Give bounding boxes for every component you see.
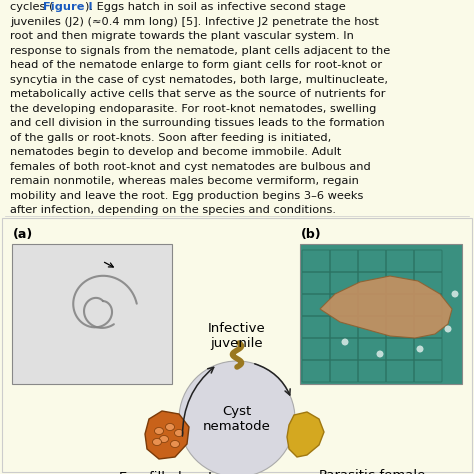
- Ellipse shape: [171, 440, 180, 447]
- Circle shape: [452, 291, 458, 298]
- FancyBboxPatch shape: [12, 244, 172, 384]
- Text: the developing endoparasite. For root-knot nematodes, swelling: the developing endoparasite. For root-kn…: [10, 103, 376, 113]
- Text: females of both root-knot and cyst nematodes are bulbous and: females of both root-knot and cyst nemat…: [10, 162, 371, 172]
- Text: ). Eggs hatch in soil as infective second stage: ). Eggs hatch in soil as infective secon…: [85, 2, 346, 12]
- Text: root and then migrate towards the plant vascular system. In: root and then migrate towards the plant …: [10, 31, 354, 41]
- Text: response to signals from the nematode, plant cells adjacent to the: response to signals from the nematode, p…: [10, 46, 390, 55]
- Text: head of the nematode enlarge to form giant cells for root-knot or: head of the nematode enlarge to form gia…: [10, 60, 382, 70]
- Text: of the galls or root-knots. Soon after feeding is initiated,: of the galls or root-knots. Soon after f…: [10, 133, 331, 143]
- Ellipse shape: [153, 438, 162, 446]
- Text: and cell division in the surrounding tissues leads to the formation: and cell division in the surrounding tis…: [10, 118, 385, 128]
- Text: Figure I: Figure I: [43, 2, 92, 12]
- Ellipse shape: [155, 428, 164, 435]
- Circle shape: [179, 361, 295, 474]
- Circle shape: [341, 338, 348, 346]
- Text: syncytia in the case of cyst nematodes, both large, multinucleate,: syncytia in the case of cyst nematodes, …: [10, 74, 388, 84]
- Text: (a): (a): [13, 228, 33, 241]
- Text: metabolically active cells that serve as the source of nutrients for: metabolically active cells that serve as…: [10, 89, 385, 99]
- Text: remain nonmotile, whereas males become vermiform, regain: remain nonmotile, whereas males become v…: [10, 176, 359, 186]
- Polygon shape: [320, 276, 452, 338]
- Text: Parasitic female: Parasitic female: [319, 469, 425, 474]
- Text: juvenile: juvenile: [210, 337, 264, 349]
- Text: juveniles (J2) (≈0.4 mm long) [5]. Infective J2 penetrate the host: juveniles (J2) (≈0.4 mm long) [5]. Infec…: [10, 17, 379, 27]
- Text: Cyst: Cyst: [222, 404, 252, 418]
- FancyBboxPatch shape: [2, 218, 472, 472]
- Ellipse shape: [159, 436, 168, 443]
- Text: after infection, depending on the species and conditions.: after infection, depending on the specie…: [10, 205, 336, 215]
- Text: Infective: Infective: [208, 322, 266, 336]
- Ellipse shape: [174, 429, 183, 437]
- Ellipse shape: [165, 423, 174, 430]
- Text: mobility and leave the root. Egg production begins 3–6 weeks: mobility and leave the root. Egg product…: [10, 191, 364, 201]
- Polygon shape: [287, 412, 324, 457]
- Text: nematodes begin to develop and become immobile. Adult: nematodes begin to develop and become im…: [10, 147, 341, 157]
- Circle shape: [417, 346, 423, 353]
- Circle shape: [376, 350, 383, 357]
- Text: nematode: nematode: [203, 420, 271, 434]
- Text: (b): (b): [301, 228, 322, 241]
- Polygon shape: [145, 411, 189, 459]
- Text: Egg-filled cyst: Egg-filled cyst: [119, 471, 213, 474]
- Text: cycles (: cycles (: [10, 2, 54, 12]
- FancyBboxPatch shape: [300, 244, 462, 384]
- Circle shape: [445, 326, 452, 332]
